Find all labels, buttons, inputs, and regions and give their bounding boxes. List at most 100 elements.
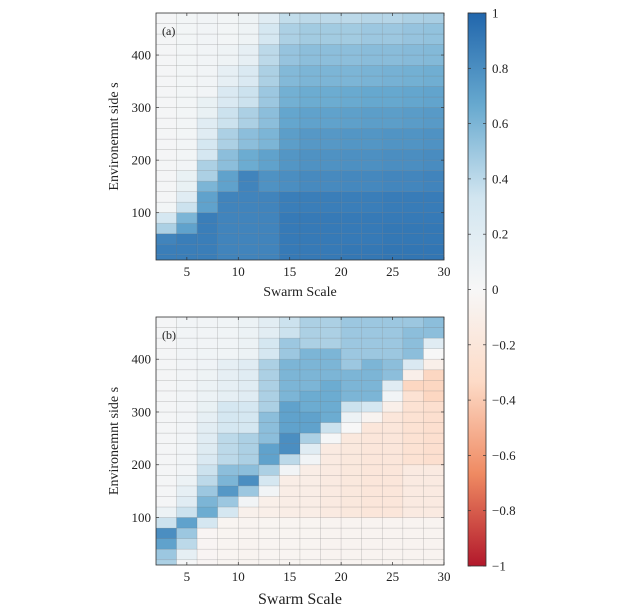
heatmap-cell [340,358,363,371]
heatmap-cell [320,432,342,444]
plot-frame [155,316,445,566]
heatmap-cell [279,180,301,192]
heatmap-cell [196,443,219,455]
y-tick-label: 300 [132,100,152,115]
heatmap-cell [320,44,342,56]
x-tick-label: 15 [283,569,296,584]
heatmap-cell [279,337,301,349]
heatmap-cell [340,222,363,235]
heatmap-cell [279,453,301,466]
heatmap-cell [340,201,363,214]
heatmap-cell [402,222,424,235]
heatmap-cell [402,13,424,24]
heatmap-cell [340,13,363,24]
heatmap-cell [299,422,321,434]
heatmap-cell [340,422,363,434]
heatmap-cell [258,96,280,108]
heatmap-cell [237,201,260,214]
heatmap-cell [402,380,424,392]
heatmap-cell [402,149,424,161]
heatmap-cell [340,411,363,423]
heatmap-cell [237,65,260,77]
heatmap-cell [217,348,239,360]
heatmap-cell [402,401,424,413]
heatmap-cell [196,54,219,66]
heatmap-cell [176,538,198,550]
heatmap-cell [237,86,260,98]
heatmap-cell [258,117,280,129]
heatmap-cell [237,380,260,392]
heatmap-panel-a: 5 10 15 20 25 30 100 200 300 400 (a) Swarm Scale Env… [107,12,451,300]
heatmap-cell [320,401,342,413]
heatmap-cell [402,337,424,349]
heatmap-cell [320,422,342,434]
heatmap-cell [237,401,260,413]
heatmap-cell [279,107,301,119]
x-tick-label: 30 [438,264,451,279]
heatmap-cell [176,327,198,339]
heatmap-cell [320,358,342,371]
heatmap-cell [279,432,301,444]
heatmap-cell [361,13,383,24]
heatmap-cell [217,128,239,140]
heatmap-cell [381,538,404,550]
heatmap-cell [196,96,219,108]
heatmap-cell [299,443,321,455]
heatmap-cell [176,44,198,56]
heatmap-cell [279,401,301,413]
heatmap-cell [196,191,219,203]
heatmap-cell [237,496,260,508]
heatmap-cell [423,128,444,140]
heatmap-cell [237,33,260,45]
heatmap-cell [217,138,239,150]
heatmap-cell [340,117,363,129]
heatmap-cells [156,317,444,565]
x-tick-label: 25 [386,569,399,584]
heatmap-cell [217,453,239,466]
heatmap-cell [258,443,280,455]
heatmap-cell [361,128,383,140]
heatmap-cell [217,96,239,108]
heatmap-cell [299,390,321,402]
heatmap-cell [237,411,260,423]
heatmap-cell [340,506,363,518]
heatmap-cell [423,506,444,518]
heatmap-cell [361,117,383,129]
heatmap-cell [423,233,444,245]
heatmap-cell [402,201,424,214]
heatmap-cell [361,474,383,487]
heatmap-cell [361,233,383,245]
heatmap-cell [258,348,280,360]
heatmap-cell [423,485,444,497]
heatmap-cell [217,180,239,192]
heatmap-cell [196,390,219,402]
colorbar-tick-label: −0.4 [492,393,516,408]
heatmap-cell [156,443,177,455]
heatmap-cell [196,243,219,256]
heatmap-cell [279,86,301,98]
heatmap-cell [423,65,444,77]
heatmap-cell [196,13,219,24]
heatmap-cell [381,222,404,235]
heatmap-cell [320,453,342,466]
heatmap-cell [423,317,444,328]
heatmap-cell [196,201,219,214]
heatmap-cell [299,327,321,339]
heatmap-cell [381,75,404,87]
heatmap-cell [258,538,280,550]
heatmap-cell [217,317,239,328]
heatmap-cell [340,443,363,455]
heatmap-cell [340,401,363,413]
heatmap-cell [217,517,239,529]
heatmap-cell [423,496,444,508]
heatmap-cell [237,23,260,35]
heatmap-cell [156,13,177,24]
heatmap-cell [320,506,342,518]
heatmap-cell [423,23,444,35]
heatmap-cell [402,485,424,497]
heatmap-cell [176,369,198,381]
heatmap-cell [340,474,363,487]
heatmap-cell [156,517,177,529]
heatmap-cell [237,527,260,539]
heatmap-cell [237,191,260,203]
